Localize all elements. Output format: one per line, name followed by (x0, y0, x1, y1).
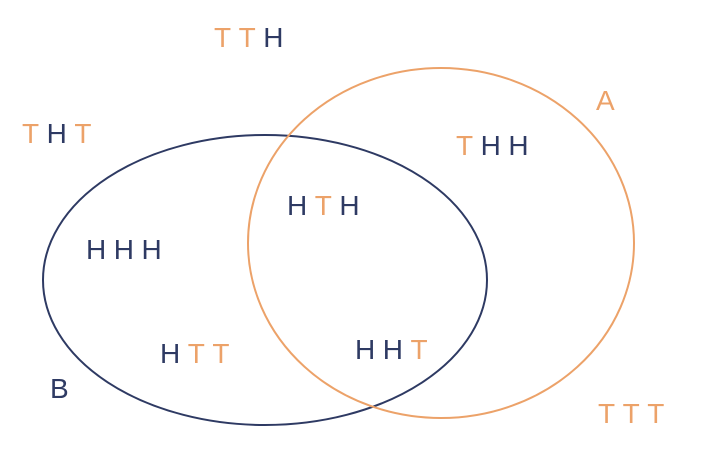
outcome-tht-letter-1: T (22, 118, 40, 149)
outcome-thh-letter-2: H (480, 130, 502, 161)
outcome-hhh-letter-3: H (141, 234, 163, 265)
set-b-label: B (50, 373, 70, 404)
outcome-thh-letter-3: H (508, 130, 530, 161)
outcome-htt-letter-2: T (187, 338, 206, 369)
outcome-tht-letter-2: H (46, 118, 68, 149)
outcome-ttt-letter-1: T (598, 398, 616, 429)
outcome-hth-letter-3: H (339, 190, 361, 221)
outcome-ttt-letter-3: T (647, 398, 665, 429)
set-a-label: A (596, 85, 616, 116)
outcome-hht-letter-3: T (410, 334, 429, 365)
outcome-thh-letter-1: T (456, 130, 474, 161)
outcome-hht-letter-1: H (355, 334, 376, 365)
outcome-tth-letter-2: T (238, 22, 257, 53)
outcome-ttt-letter-2: T (622, 398, 641, 429)
outcome-tth-letter-1: T (214, 22, 232, 53)
outcome-hth-letter-1: H (287, 190, 308, 221)
set-a-ellipse (247, 67, 635, 419)
outcome-hhh-letter-1: H (86, 234, 107, 265)
outcome-htt-letter-1: H (160, 338, 181, 369)
outcome-hth-letter-2: T (314, 190, 333, 221)
outcome-tth-letter-3: H (263, 22, 284, 53)
outcome-tht-letter-3: T (74, 118, 92, 149)
outcome-htt-letter-3: T (212, 338, 230, 369)
set-b-ellipse (42, 134, 488, 426)
outcome-hhh-letter-2: H (113, 234, 135, 265)
outcome-hht-letter-2: H (382, 334, 404, 365)
